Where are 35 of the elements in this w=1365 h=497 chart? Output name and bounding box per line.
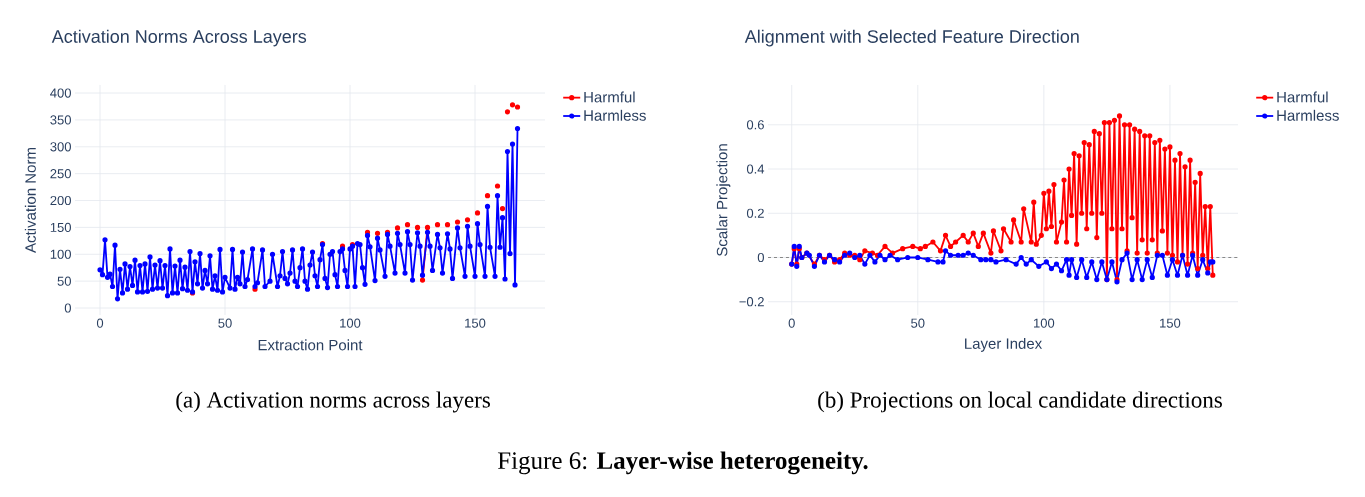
y-tick-label: 350: [50, 115, 71, 125]
chart-title: Activation Norms Across Layers: [51, 29, 307, 47]
y-tick-label: 150: [50, 222, 71, 232]
legend-label: Harmless: [1277, 109, 1339, 121]
y-tick-label: 400: [50, 88, 71, 98]
y-axis-title: Activation Norm: [24, 148, 36, 253]
text: (b) Projections on local candidate directions: [818, 391, 1222, 413]
y-tick-label: 250: [50, 169, 71, 179]
y-tick-label: 0: [64, 303, 71, 313]
x-tick-label: 0: [788, 318, 795, 328]
y-tick-label: 0.2: [746, 208, 764, 218]
text: (a) Activation norms across layers: [176, 391, 490, 413]
y-tick-label: 100: [50, 249, 71, 259]
y-tick-label: 50: [57, 276, 71, 286]
caption: Figure 6: Layer-wise heterogeneity.: [497, 451, 868, 475]
x-tick-label: 50: [911, 318, 925, 328]
y-tick-label: 0.4: [746, 164, 765, 174]
x-tick-label: 50: [218, 318, 232, 328]
y-tick-label: 200: [50, 195, 71, 206]
x-axis-title: Extraction Point: [258, 339, 363, 351]
y-tick-label: −0.2: [739, 297, 764, 307]
legend-label: Harmful: [584, 91, 635, 103]
x-tick-label: 0: [96, 318, 104, 328]
x-tick-label: 150: [465, 318, 486, 328]
y-tick-label: 300: [50, 142, 71, 152]
legend-label: Harmful: [1277, 91, 1328, 103]
y-tick-label: 0.6: [746, 120, 764, 130]
x-tick-label: 150: [1160, 318, 1181, 328]
x-tick-label: 100: [1034, 318, 1055, 328]
legend-label: Harmless: [584, 109, 646, 121]
chart-title: Alignment with Selected Feature Direction: [744, 29, 1079, 47]
y-tick-label: 0: [757, 252, 764, 263]
x-tick-label: 100: [340, 318, 361, 328]
x-axis-title: Layer Index: [965, 337, 1043, 352]
y-axis-title: Scalar Projection: [716, 144, 731, 256]
